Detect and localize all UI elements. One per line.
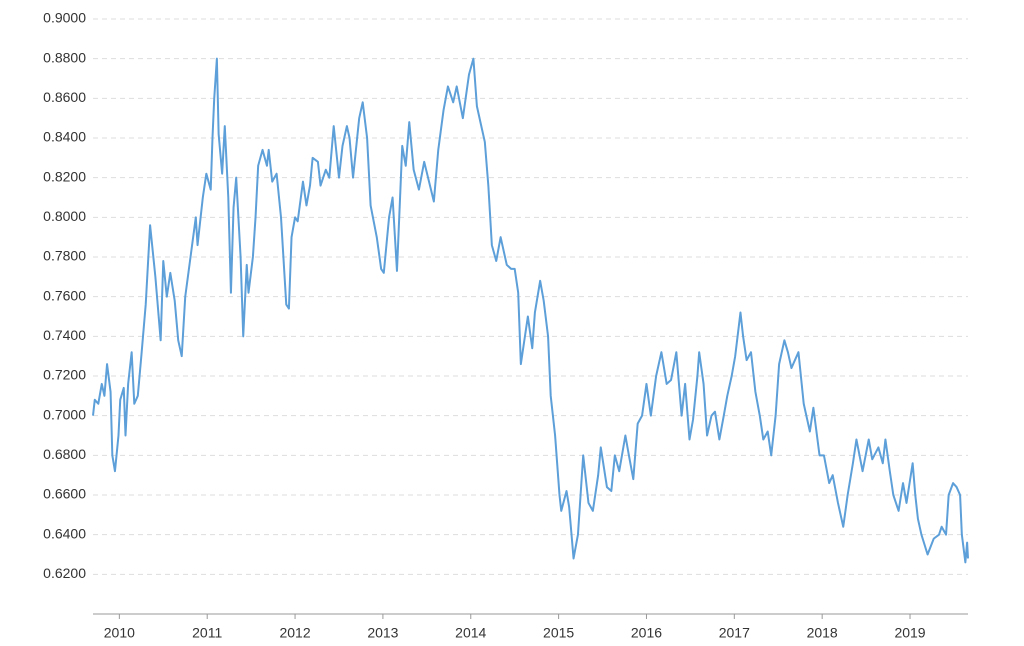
y-tick-label: 0.6800: [43, 446, 86, 462]
y-tick-label: 0.6400: [43, 525, 86, 541]
y-tick-label: 0.8400: [43, 129, 86, 145]
y-tick-label: 0.8600: [43, 89, 86, 105]
y-tick-label: 0.7000: [43, 406, 86, 422]
x-tick-label: 2013: [367, 625, 398, 641]
y-tick-label: 0.7800: [43, 248, 86, 264]
y-tick-label: 0.7200: [43, 367, 86, 383]
data-line: [92, 57, 969, 564]
y-tick-label: 0.7600: [43, 287, 86, 303]
x-tick-label: 2014: [455, 625, 486, 641]
y-tick-label: 0.9000: [43, 10, 86, 26]
x-tick-label: 2018: [807, 625, 838, 641]
y-tick-label: 0.7400: [43, 327, 86, 343]
x-tick-label: 2015: [543, 625, 574, 641]
y-tick-label: 0.6200: [43, 565, 86, 581]
y-tick-label: 0.6600: [43, 486, 86, 502]
x-tick-label: 2011: [192, 625, 222, 641]
x-tick-label: 2010: [104, 625, 135, 641]
x-tick-label: 2019: [894, 625, 925, 641]
x-tick-label: 2017: [719, 625, 750, 641]
y-tick-label: 0.8000: [43, 208, 86, 224]
y-tick-label: 0.8800: [43, 49, 86, 65]
y-tick-label: 0.8200: [43, 168, 86, 184]
x-tick-label: 2016: [631, 625, 662, 641]
x-tick-label: 2012: [279, 625, 310, 641]
